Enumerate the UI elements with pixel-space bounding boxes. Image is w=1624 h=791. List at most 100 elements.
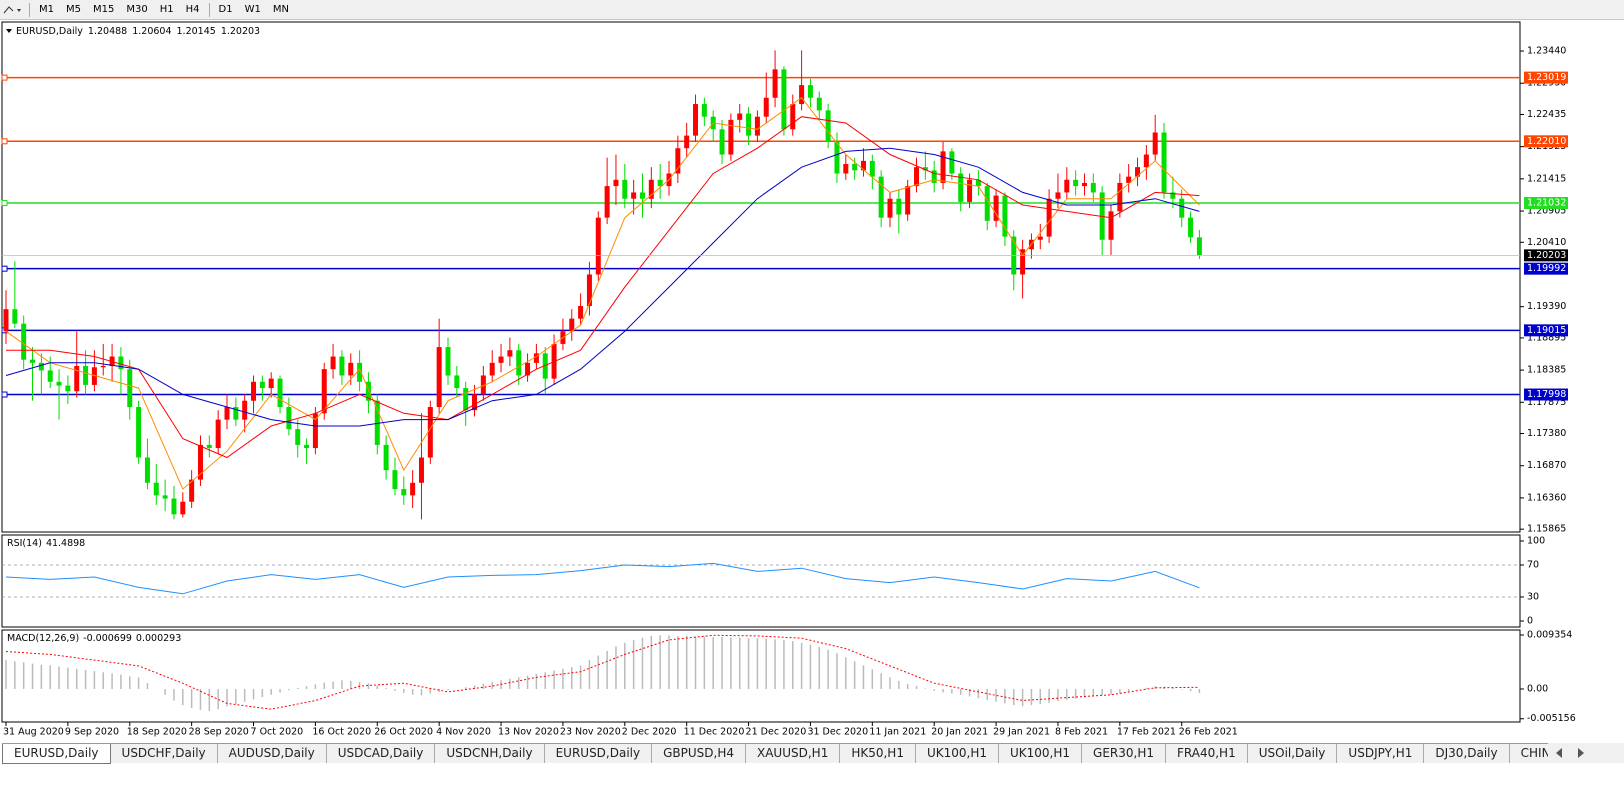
indicator-name: RSI(14) bbox=[7, 538, 42, 549]
y-tick-label: 30 bbox=[1527, 592, 1539, 603]
candle-body bbox=[12, 309, 18, 324]
candle-body bbox=[746, 113, 752, 136]
chart-tab[interactable]: XAUUSD,H1 bbox=[746, 744, 841, 763]
toolbar-icon[interactable] bbox=[0, 1, 26, 19]
candle-body bbox=[330, 356, 336, 370]
chart-tab[interactable]: USDJPY,H1 bbox=[1337, 744, 1425, 763]
candle-body bbox=[569, 318, 575, 332]
chart-tab[interactable]: HK50,H1 bbox=[840, 744, 916, 763]
candle-body bbox=[436, 347, 442, 408]
candle-body bbox=[410, 482, 416, 496]
timeframe-button[interactable]: M1 bbox=[39, 4, 54, 15]
level-label-bg bbox=[1524, 197, 1568, 210]
chart-tab[interactable]: USDCNH,Daily bbox=[435, 744, 545, 763]
chart-tab[interactable]: UK100,H1 bbox=[915, 744, 999, 763]
timeframe-button[interactable]: W1 bbox=[244, 4, 261, 15]
x-tick-label: 11 Dec 2020 bbox=[684, 727, 745, 738]
indicator-title: MACD(12,26,9) -0.000699 0.000293 bbox=[7, 633, 181, 644]
moving-average bbox=[6, 116, 1200, 459]
candle-body bbox=[825, 110, 831, 142]
chart-tab[interactable]: EURUSD,Daily bbox=[2, 744, 111, 764]
candle-body bbox=[339, 356, 345, 376]
chart-area: 1.234401.229301.224351.219251.214151.209… bbox=[1, 21, 1576, 738]
candle-body bbox=[3, 309, 9, 332]
timeframe-button[interactable]: MN bbox=[272, 4, 289, 15]
candle-body bbox=[975, 179, 981, 187]
level-label: 1.19015 bbox=[1527, 325, 1566, 336]
timeframe-button[interactable]: M15 bbox=[93, 4, 115, 15]
y-tick-label: 1.20905 bbox=[1527, 206, 1566, 217]
x-tick-label: 13 Nov 2020 bbox=[498, 727, 559, 738]
x-tick-label: 23 Nov 2020 bbox=[560, 727, 621, 738]
level-label: 1.21032 bbox=[1527, 198, 1566, 209]
candle-body bbox=[542, 353, 548, 379]
y-tick-label: 0.009354 bbox=[1527, 629, 1572, 640]
chart-tab[interactable]: FRA40,H1 bbox=[1166, 744, 1248, 763]
x-tick-label: 9 Sep 2020 bbox=[65, 727, 119, 738]
timeframe-button[interactable]: M30 bbox=[126, 4, 148, 15]
candle-body bbox=[772, 69, 778, 98]
level-label-bg bbox=[1524, 71, 1568, 84]
candle-body bbox=[1002, 195, 1008, 237]
level-label: 1.19992 bbox=[1527, 263, 1566, 274]
chart-tab[interactable]: DJ30,Daily bbox=[1424, 744, 1510, 763]
candle-body bbox=[807, 85, 813, 98]
timeframe-button[interactable]: D1 bbox=[218, 4, 233, 15]
chart-tab[interactable]: UK100,H1 bbox=[999, 744, 1083, 763]
candle-body bbox=[348, 362, 354, 376]
candle-body bbox=[427, 407, 433, 458]
candle-body bbox=[1188, 217, 1194, 238]
symbol: EURUSD,Daily bbox=[16, 26, 83, 37]
candle-body bbox=[984, 186, 990, 221]
chart-tab[interactable]: USOil,Daily bbox=[1247, 744, 1338, 763]
indicator-value: 0.000293 bbox=[136, 633, 181, 644]
chart-tab[interactable]: GER30,H1 bbox=[1082, 744, 1166, 763]
candle-body bbox=[1170, 192, 1176, 199]
chart-tab[interactable]: USDCAD,Daily bbox=[326, 744, 436, 763]
level-label-bg bbox=[1524, 324, 1568, 337]
x-tick-label: 21 Dec 2020 bbox=[746, 727, 807, 738]
level-marker bbox=[1, 265, 8, 272]
candle-body bbox=[74, 365, 80, 392]
candle-body bbox=[206, 444, 212, 449]
timeframe-button[interactable]: H1 bbox=[159, 4, 174, 15]
y-tick-label: 1.18385 bbox=[1527, 365, 1566, 376]
candle-body bbox=[472, 394, 478, 411]
candle-body bbox=[525, 362, 531, 376]
candle-body bbox=[224, 407, 230, 420]
y-tick-label: 1.21415 bbox=[1527, 173, 1566, 184]
candle-body bbox=[277, 378, 283, 408]
timeframe-button[interactable]: M5 bbox=[66, 4, 81, 15]
chart-tab[interactable]: EURUSD,Daily bbox=[544, 744, 653, 763]
chart-tabs: EURUSD,Daily USDCHF,Daily AUDUSD,Daily USDC… bbox=[2, 743, 1548, 764]
candle-body bbox=[684, 135, 690, 149]
candle-body bbox=[357, 362, 363, 382]
level-label-bg bbox=[1524, 135, 1568, 148]
candle-body bbox=[1064, 179, 1070, 193]
candle-body bbox=[365, 381, 371, 401]
candle-body bbox=[498, 356, 504, 363]
collapse-arrow bbox=[6, 29, 12, 33]
timeframe-button[interactable]: H4 bbox=[185, 4, 200, 15]
chart-tab[interactable]: GBPUSD,H4 bbox=[652, 744, 746, 763]
toolbar: M1 M5 M15 M30 H1 H4 D1 W1 MN bbox=[0, 0, 1624, 20]
candle-body bbox=[189, 479, 195, 502]
chart-tab[interactable]: USDCHF,Daily bbox=[110, 744, 218, 763]
candle-body bbox=[905, 186, 911, 215]
tab-arrows[interactable] bbox=[1548, 743, 1624, 763]
chart-tab[interactable]: CHINA300,H1 bbox=[1509, 744, 1548, 763]
candle-body bbox=[1090, 182, 1096, 193]
candle-body bbox=[940, 151, 946, 183]
candle-body bbox=[321, 369, 327, 414]
y-tick-label: 1.19390 bbox=[1527, 301, 1566, 312]
level-label: 1.17998 bbox=[1527, 389, 1566, 400]
y-tick-label: 1.20410 bbox=[1527, 237, 1566, 248]
candle-body bbox=[162, 495, 168, 499]
candle-body bbox=[463, 388, 469, 411]
y-tick-label: 1.23440 bbox=[1527, 46, 1566, 57]
y-tick-label: 1.17875 bbox=[1527, 397, 1566, 408]
candle-body bbox=[887, 198, 893, 218]
chart-tab[interactable]: AUDUSD,Daily bbox=[217, 744, 327, 763]
candle-body bbox=[781, 69, 787, 130]
candle-body bbox=[47, 370, 53, 382]
